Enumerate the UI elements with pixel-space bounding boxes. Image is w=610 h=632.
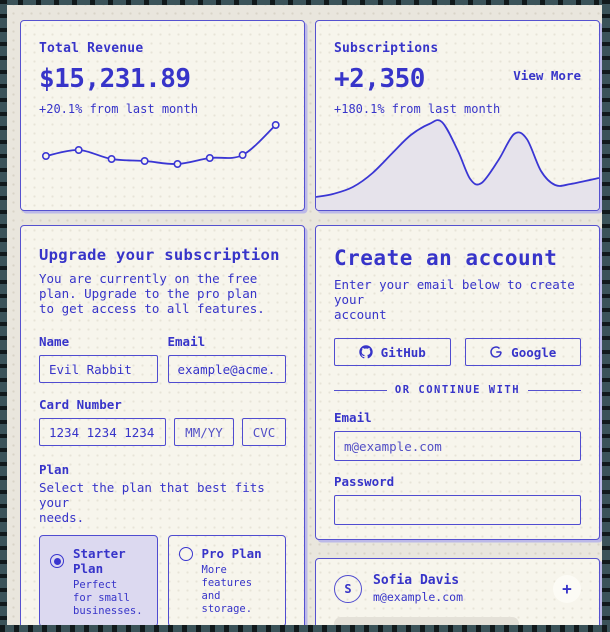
revenue-change-text: +20.1% from last month [39,102,198,116]
pro-plan-description: More features and storage. [201,564,253,615]
create-account-description: Enter your email below to create your ac… [334,277,575,322]
plus-icon: + [562,578,572,598]
password-label: Password [334,474,395,489]
subscriptions-card: Subscriptions +2,350 View More +180.1% f… [315,20,600,211]
revenue-value: $15,231.89 [39,64,191,94]
subscriptions-change-text: +180.1% from last month [334,102,501,116]
google-button[interactable]: Google [464,338,581,366]
name-input[interactable] [39,355,158,383]
frame-ruler-bottom [0,625,610,632]
plan-label: Plan [39,462,70,477]
subscriptions-card-title: Subscriptions [334,41,439,56]
radio-pro-plan[interactable] [178,546,193,561]
card-expiry-input[interactable] [174,418,234,446]
divider-label: OR CONTINUE WITH [394,384,521,396]
subscriptions-area-chart [316,119,599,210]
account-email-input[interactable] [334,431,581,461]
chat-user-email: m@example.com [373,590,464,604]
plan-option-starter[interactable]: Starter Plan Perfect for small businesse… [39,535,158,627]
avatar: S [334,574,362,603]
frame-ruler-left [0,0,7,632]
password-input[interactable] [334,495,581,525]
create-account-button[interactable]: Create account [334,539,581,540]
name-label: Name [39,334,70,349]
github-button-label: GitHub [380,344,426,360]
github-button[interactable]: GitHub [334,338,451,366]
create-account-card: Create an account Enter your email below… [315,225,600,540]
view-more-link[interactable]: View More [513,67,581,83]
frame-ruler-right [602,0,610,632]
upgrade-subscription-card: Upgrade your subscription You are curren… [20,225,305,632]
revenue-line-chart [41,120,280,168]
google-icon [489,345,503,359]
revenue-chart-markers [41,120,280,168]
account-email-label: Email [334,410,372,425]
plan-description: Select the plan that best fits your need… [39,480,265,525]
chat-user-name: Sofia Davis [373,573,460,588]
starter-plan-label: Starter Plan [73,546,126,576]
add-user-button[interactable]: + [553,574,581,603]
card-cvc-input[interactable] [242,418,286,446]
starter-plan-description: Perfect for small businesses. [73,579,143,617]
upgrade-description: You are currently on the free plan. Upgr… [39,271,265,316]
billing-email-input[interactable] [167,355,286,383]
billing-email-label: Email [167,334,206,349]
radio-starter-plan[interactable] [50,554,64,568]
subscriptions-value: +2,350 [334,64,425,94]
card-number-label: Card Number [39,397,122,412]
frame-ruler-top [0,0,610,5]
google-button-label: Google [511,344,557,360]
create-account-title: Create an account [334,246,558,270]
github-icon [358,345,373,359]
revenue-card-title: Total Revenue [39,41,144,56]
plan-option-pro[interactable]: Pro Plan More features and storage. [167,535,286,627]
upgrade-title: Upgrade your subscription [39,246,280,264]
or-continue-divider: OR CONTINUE WITH [334,384,581,396]
pro-plan-label: Pro Plan [201,546,262,561]
total-revenue-card: Total Revenue $15,231.89 +20.1% from las… [20,20,305,211]
card-number-input[interactable] [39,418,166,446]
chat-card: S Sofia Davis m@example.com + [315,558,600,632]
